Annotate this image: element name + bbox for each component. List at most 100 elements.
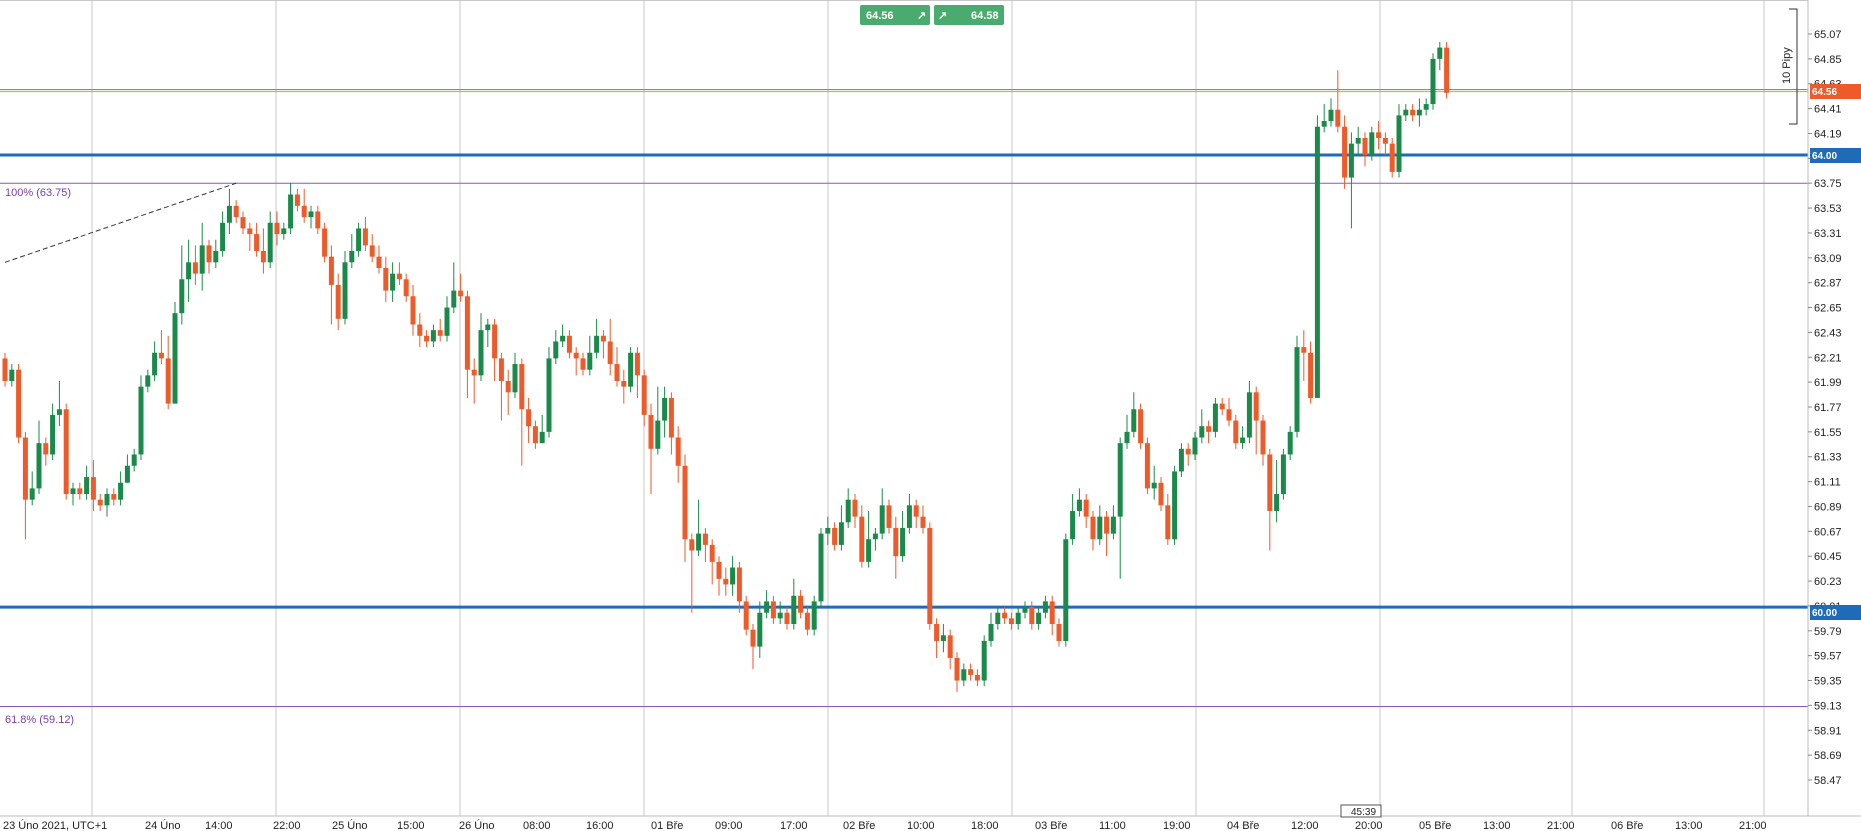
bear-candle [913,499,919,528]
bear-candle [424,330,430,348]
candle-body [1212,403,1218,432]
x-tick-label: 25 Úno [332,819,367,831]
candle-body [1063,539,1069,641]
bear-candle [532,420,538,449]
candle-body [634,352,640,376]
bear-candle [1389,137,1395,178]
candle-body [1090,516,1096,540]
candle-body [424,335,430,342]
x-tick-label: 15:00 [397,820,425,831]
candle-body [2,358,8,382]
candle-body [954,657,960,681]
candle-body [152,352,158,376]
bear-candle [1267,448,1273,551]
bear-candle [580,352,586,376]
bull-candle [838,505,844,551]
bear-candle [403,273,409,302]
bear-candle [1444,41,1450,99]
x-tick-label: 10:00 [907,820,935,831]
y-tick-label: 61.33 [1814,452,1842,464]
bear-candle [165,335,171,410]
candle-body [1029,607,1035,625]
level-64-tag[interactable]: 64.00 [1810,148,1861,163]
candle-body [947,635,953,658]
bear-candle [648,403,654,495]
bull-candle [152,341,158,382]
candle-body [1376,132,1382,138]
candle-body [859,516,865,562]
bear-candle [689,533,695,613]
x-tick-label: 09:00 [715,820,743,831]
bear-candle [1410,104,1416,122]
y-tick-label: 60.23 [1814,576,1842,588]
candle-body [1410,109,1416,116]
bear-candle [206,239,212,274]
bull-candle [478,313,484,382]
candle-body [886,505,892,528]
candle-body [138,386,144,455]
candle-body [580,358,586,370]
candle-body [893,527,899,557]
y-tick-label: 62.65 [1814,303,1842,315]
bull-candle [1192,431,1198,461]
candle-body [730,567,736,585]
bull-candle [213,239,219,268]
bear-candle [369,234,375,263]
bull-candle [906,494,912,534]
pip-ruler[interactable]: 10 Pipy [1781,8,1798,125]
candle-body [1416,109,1422,116]
bear-candle [260,228,266,274]
candle-body [553,341,559,359]
level-60-label: 60.00 [1812,608,1837,619]
candle-body [838,522,844,545]
bear-candle [90,460,96,511]
level-60-tag[interactable]: 60.00 [1810,605,1861,620]
candle-body [1348,143,1354,178]
candle-body [526,409,532,427]
time-axis[interactable]: 23 Úno 2021, UTC+1 24 Úno 14:00 22:00 25 Úno… [3,819,1767,831]
bear-candle [641,369,647,427]
sell-button[interactable]: 64.56 ↗ [860,5,930,25]
candle-body [852,499,858,517]
candle-body [1389,143,1395,172]
candle-body [233,205,239,218]
candle-body [1396,115,1402,172]
x-tick-label: 11:00 [1099,820,1126,831]
bull-candle [961,663,967,687]
candle-body [662,397,668,421]
bull-candle [288,183,294,235]
bull-candle [730,556,736,596]
bull-candle [1416,98,1422,127]
bull-candle [1015,607,1021,630]
candle-body [1274,494,1280,511]
bear-candle [1158,477,1164,511]
bull-candle [1294,335,1300,438]
candle-body [546,358,552,432]
bear-candle [301,188,307,223]
bear-candle [1138,403,1144,449]
candle-body [349,251,355,263]
candle-body [1246,392,1252,438]
bull-candle [451,262,457,314]
candle-body [539,431,545,444]
y-tick-label: 60.45 [1814,551,1842,563]
buy-button[interactable]: ↗ 64.58 [934,5,1004,25]
x-tick-label: 01 Bře [651,820,683,831]
bear-candle [743,595,749,636]
candle-body [111,494,117,500]
bear-candle [16,364,22,444]
bull-candle [131,448,137,472]
candle-body [410,296,416,325]
x-tick-label: 14:00 [205,820,233,831]
bear-candle [417,313,423,348]
bear-candle [322,222,328,263]
bull-candle [356,222,362,257]
x-tick-label: 19:00 [1163,820,1191,831]
price-axis-background [1808,0,1861,816]
candle-body [974,674,980,681]
bull-candle [1348,132,1354,229]
candle-body [900,527,906,557]
x-tick-label: 03 Bře [1035,820,1067,831]
candle-body [961,669,967,681]
